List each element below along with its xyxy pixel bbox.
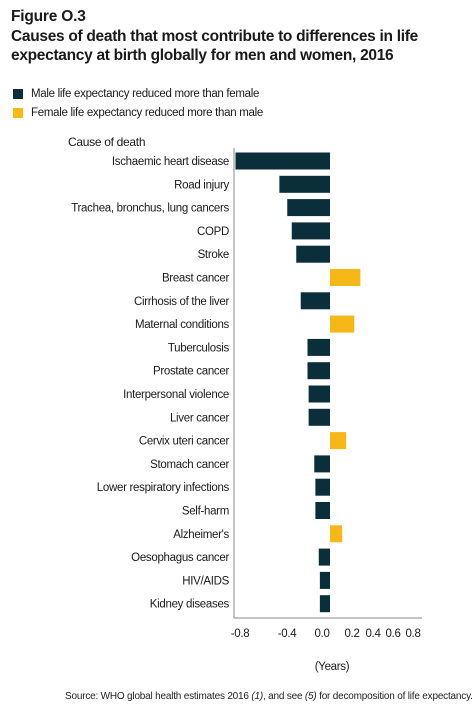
figure-label: Figure O.3: [11, 8, 86, 25]
bar-male: [315, 478, 330, 496]
category-label: Self-harm: [182, 506, 229, 518]
bar-male: [307, 338, 330, 356]
category-label: Stroke: [198, 249, 229, 261]
bar-male: [287, 199, 330, 217]
category-label: Stomach cancer: [150, 459, 229, 471]
bar-male: [308, 408, 330, 426]
bar-male: [279, 175, 330, 193]
legend: Male life expectancy reduced more than f…: [13, 84, 263, 122]
figure-title: Causes of death that most contribute to …: [11, 28, 418, 64]
bar-female: [330, 269, 361, 286]
bar-male: [319, 595, 330, 613]
legend-swatch-male: [13, 88, 23, 99]
source-ref-1: (1): [251, 691, 263, 702]
category-label: HIV/AIDS: [182, 575, 229, 587]
legend-item-female: Female life expectancy reduced more than…: [13, 103, 263, 122]
legend-label-female: Female life expectancy reduced more than…: [31, 106, 263, 119]
x-tick-label: -0.8: [231, 628, 250, 640]
bar-female: [330, 432, 347, 450]
category-label: Cervix uteri cancer: [139, 436, 230, 448]
source-prefix: Source: WHO global health estimates 2016: [65, 691, 252, 702]
bar-female: [330, 525, 343, 543]
bar-male: [319, 571, 330, 589]
x-tick-label: 0.2: [344, 628, 359, 640]
category-label: Road injury: [174, 179, 229, 191]
source-note: Source: WHO global health estimates 2016…: [65, 691, 473, 702]
category-label: Prostate cancer: [153, 366, 230, 378]
bar-male: [300, 292, 330, 310]
bar-male: [315, 502, 330, 519]
bar-male: [235, 152, 330, 170]
bar-female: [330, 315, 355, 333]
category-label: Lower respiratory infections: [97, 482, 230, 494]
x-tick-label: 0.6: [385, 628, 400, 640]
category-label: Cirrhosis of the liver: [134, 296, 229, 308]
category-label: Interpersonal violence: [123, 389, 229, 401]
category-label: Tuberculosis: [168, 342, 230, 354]
x-tick-label: 0.4: [365, 628, 381, 640]
source-middle: , and see: [262, 691, 305, 702]
legend-item-male: Male life expectancy reduced more than f…: [13, 84, 263, 103]
bar-male: [296, 245, 330, 263]
category-label: Ischaemic heart disease: [112, 156, 229, 168]
bar-male: [318, 548, 330, 566]
category-label: Kidney diseases: [150, 599, 230, 611]
category-label: Alzheimer's: [173, 529, 229, 541]
x-tick-label: 0.8: [405, 628, 420, 640]
bar-male: [308, 385, 330, 403]
source-ref-2: (5): [304, 691, 317, 702]
legend-swatch-female: [13, 107, 23, 118]
category-label: Breast cancer: [162, 273, 230, 285]
x-axis-title: (Years): [315, 661, 350, 673]
category-label: Maternal conditions: [135, 319, 230, 331]
bar-male: [314, 455, 330, 473]
category-label: Trachea, bronchus, lung cancers: [71, 203, 229, 215]
category-label: Liver cancer: [170, 412, 230, 424]
source-suffix: for decomposition of life expectancy.: [316, 691, 473, 702]
category-label: Oesophagus cancer: [131, 552, 229, 564]
legend-label-male: Male life expectancy reduced more than f…: [31, 87, 260, 100]
x-tick-label: 0.0: [314, 628, 329, 640]
bar-male: [307, 362, 330, 380]
category-label: COPD: [197, 226, 229, 238]
y-axis-title: Cause of death: [68, 135, 145, 149]
x-tick-label: -0.4: [278, 628, 298, 640]
bar-male: [291, 222, 330, 240]
